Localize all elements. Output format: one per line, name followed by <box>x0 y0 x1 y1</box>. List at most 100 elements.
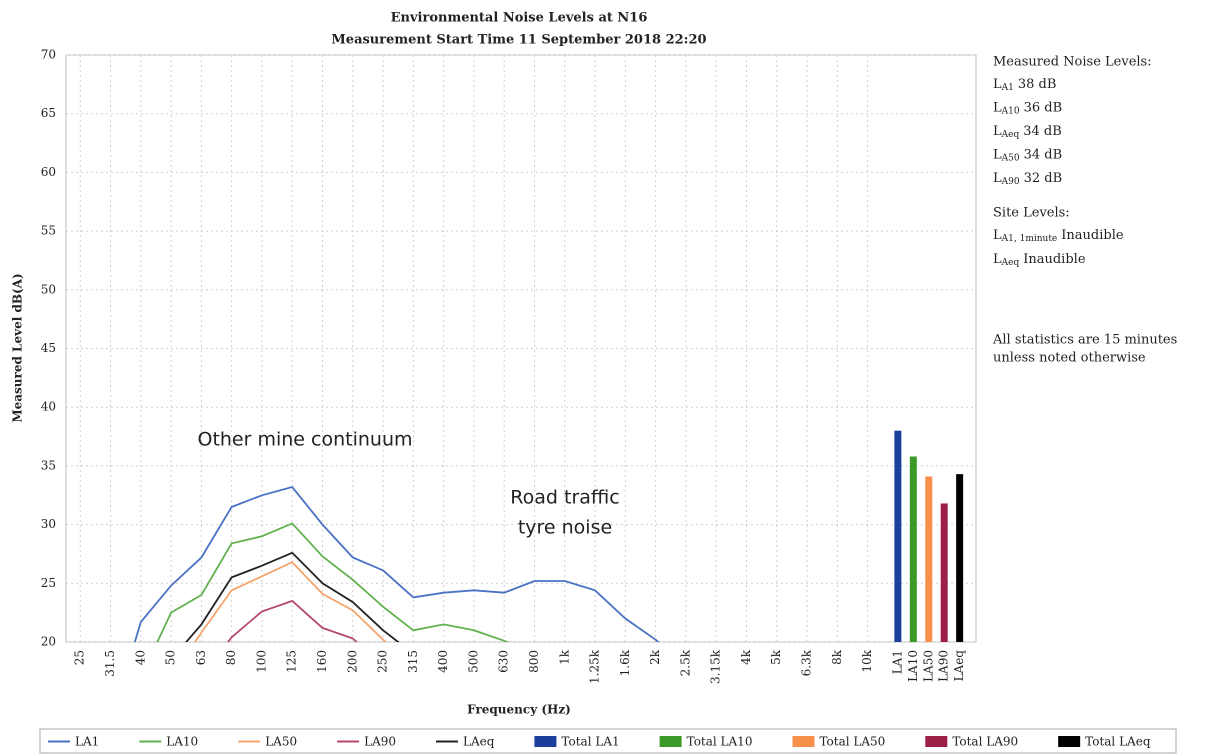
x-tick-label: LA1 <box>890 650 904 674</box>
bar <box>925 476 933 642</box>
y-tick-label: 35 <box>41 458 56 472</box>
legend-label: Total LA90 <box>952 735 1018 749</box>
y-tick-label: 45 <box>41 341 56 355</box>
legend-swatch <box>925 736 948 747</box>
symbol: L <box>993 100 1002 115</box>
subscript: A50 <box>1001 153 1020 163</box>
y-tick-label: 30 <box>41 517 56 531</box>
value: 34 dB <box>1023 124 1062 139</box>
legend-swatch <box>792 736 815 747</box>
x-tick-label: 3.15k <box>709 649 723 684</box>
y-tick-label: 20 <box>41 635 56 649</box>
side-item: LAeq 34 dB <box>993 124 1062 140</box>
x-tick-label: 4k <box>739 649 753 665</box>
legend-label: LA90 <box>364 735 396 749</box>
value: Inaudible <box>1061 228 1124 243</box>
x-tick-label: 2.5k <box>678 649 692 676</box>
legend-label: Total LA1 <box>561 735 619 749</box>
x-tick-label: 31.5 <box>103 650 117 677</box>
legend-label: LA50 <box>265 735 297 749</box>
subscript: A1 <box>1001 83 1014 93</box>
x-tick-label: 125 <box>285 650 299 673</box>
legend-box <box>39 728 1177 754</box>
legend-swatch <box>659 736 682 747</box>
x-tick-label: 100 <box>254 650 268 673</box>
x-tick-label: 250 <box>376 650 390 673</box>
subscript: Aeq <box>1001 258 1020 268</box>
legend-swatch <box>534 736 557 747</box>
chart-title: Environmental Noise Levels at N16 <box>391 11 648 26</box>
side-note: unless noted otherwise <box>993 351 1146 366</box>
y-tick-label: 70 <box>41 48 56 62</box>
legend-label: Total LAeq <box>1085 735 1151 749</box>
x-axis-label: Frequency (Hz) <box>467 703 571 717</box>
subscript: Aeq <box>1001 130 1020 140</box>
legend-swatch <box>1058 736 1081 747</box>
series-line <box>156 522 510 642</box>
x-tick-label: 10k <box>860 649 874 672</box>
value: Inaudible <box>1023 252 1086 267</box>
x-tick-label: LA90 <box>937 650 951 682</box>
subscript: A10 <box>1001 106 1020 116</box>
symbol: L <box>993 77 1002 92</box>
bar <box>909 456 917 642</box>
x-tick-label: 1k <box>557 649 571 665</box>
side-note: All statistics are 15 minutes <box>992 333 1177 348</box>
side-item: LA50 34 dB <box>993 147 1062 163</box>
x-tick-label: 63 <box>194 650 208 665</box>
plot: 20 25 30 35 40 45 50 55 60 65 70 25 31.5 40 50 63 80 100 1… <box>41 48 976 684</box>
value: 32 dB <box>1024 171 1063 186</box>
x-tick-label: 6.3k <box>800 649 814 676</box>
side-item: LA1 38 dB <box>993 77 1056 93</box>
subscript: A1, 1minute <box>1001 234 1058 244</box>
y-tick-label: 40 <box>41 400 56 414</box>
x-tick-label: 1.6k <box>618 649 632 676</box>
legend-label: LA10 <box>166 735 198 749</box>
y-tick-label: 65 <box>41 106 56 120</box>
x-tick-label: LAeq <box>952 650 966 682</box>
side-heading: Measured Noise Levels: <box>993 55 1152 70</box>
y-tick-label: 25 <box>41 576 56 590</box>
side-item: LA90 32 dB <box>993 171 1062 187</box>
x-tick-label: 160 <box>315 650 329 673</box>
x-tick-label: 400 <box>436 650 450 673</box>
side-heading: Site Levels: <box>993 206 1070 221</box>
series-line <box>133 485 660 642</box>
bar <box>894 430 902 642</box>
x-tick-label: 25 <box>73 650 87 665</box>
y-tick-label: 55 <box>41 224 56 238</box>
annotation: Other mine continuum <box>197 429 412 451</box>
x-tick-label: 630 <box>497 650 511 673</box>
symbol: L <box>993 252 1002 267</box>
legend-label: LA1 <box>75 735 99 749</box>
x-tick-label: 500 <box>466 650 480 673</box>
x-tick-label: 80 <box>224 650 238 665</box>
side-item: LA10 36 dB <box>993 100 1062 116</box>
annotation: tyre noise <box>518 517 612 539</box>
side-item: LAeq Inaudible <box>993 252 1086 268</box>
value: 34 dB <box>1024 147 1063 162</box>
annotation: Road traffic <box>510 487 619 509</box>
value: 36 dB <box>1024 100 1063 115</box>
x-tick-label: LA50 <box>921 650 935 682</box>
symbol: L <box>993 228 1002 243</box>
x-tick-label: 200 <box>345 650 359 673</box>
legend-label: Total LA50 <box>819 735 885 749</box>
symbol: L <box>993 147 1002 162</box>
x-tick-label: 1.25k <box>588 649 602 684</box>
x-tick-label: 315 <box>406 650 420 673</box>
symbol: L <box>993 171 1002 186</box>
y-axis-label: Measured Level dB(A) <box>11 273 25 422</box>
series-layer <box>133 430 964 642</box>
side-item: LA1, 1minute Inaudible <box>993 228 1124 244</box>
bar <box>956 474 964 642</box>
bar <box>940 503 948 642</box>
value: 38 dB <box>1018 77 1057 92</box>
x-tick-label: 40 <box>133 650 147 665</box>
series-line <box>226 599 359 642</box>
x-tick-label: 800 <box>527 650 541 673</box>
x-tick-label: 50 <box>164 650 178 665</box>
y-tick-label: 50 <box>41 282 56 296</box>
symbol: L <box>993 124 1002 139</box>
legend-label: LAeq <box>463 735 495 749</box>
